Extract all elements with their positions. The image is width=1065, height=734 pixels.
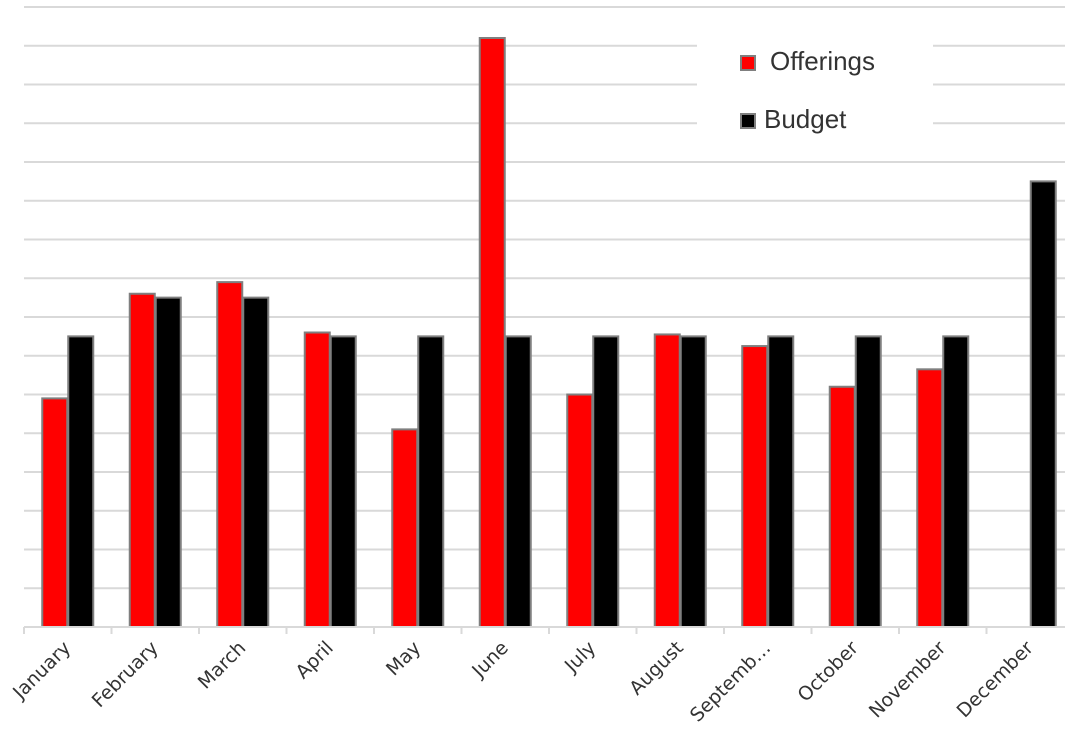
bar-budget-april: [329, 335, 357, 628]
legend-label-offerings: Offerings: [770, 46, 875, 76]
bar-offerings-july: [566, 393, 594, 628]
x-tick-label: February: [88, 637, 163, 712]
bar-budget-february: [154, 296, 182, 628]
bar-offerings-septemb: [741, 345, 769, 628]
bar-offerings-june: [478, 37, 506, 628]
bar-offerings-april: [303, 331, 331, 628]
bar-budget-november: [942, 335, 970, 628]
legend-swatch-budget: [740, 113, 756, 129]
x-axis: [23, 626, 1065, 634]
x-tick-label: April: [292, 637, 338, 683]
x-tick-label: January: [8, 637, 75, 704]
bar-offerings-october: [828, 385, 856, 628]
bar-budget-may: [417, 335, 445, 628]
bar-offerings-january: [41, 397, 69, 628]
x-tick-label: December: [953, 637, 1038, 722]
bar-budget-august: [679, 335, 707, 628]
legend: Offerings Budget: [697, 35, 933, 145]
bar-budget-july: [592, 335, 620, 628]
bars: [41, 37, 1057, 628]
bar-budget-septemb: [767, 335, 795, 628]
legend-label-budget: Budget: [764, 104, 847, 134]
x-tick-label: June: [467, 637, 513, 683]
x-tick-label: Septemb…: [686, 637, 775, 726]
legend-swatch-offerings: [740, 55, 756, 71]
x-tick-label: October: [793, 637, 862, 706]
x-tick-labels: January February March April May June July Augu…: [8, 637, 1038, 727]
bar-budget-march: [242, 296, 270, 628]
legend-background: [697, 35, 933, 145]
bar-budget-october: [854, 335, 882, 628]
x-tick-label: November: [865, 637, 951, 723]
bar-budget-january: [67, 335, 95, 628]
bar-budget-december: [1029, 180, 1057, 628]
bar-budget-june: [504, 335, 532, 628]
x-tick-label: March: [194, 637, 251, 694]
bar-offerings-november: [916, 368, 944, 628]
bar-offerings-february: [128, 292, 156, 628]
x-tick-label: August: [625, 637, 688, 700]
bar-offerings-march: [216, 281, 244, 628]
x-tick-label: July: [560, 637, 600, 677]
x-tick-label: May: [382, 637, 425, 680]
bar-offerings-august: [653, 333, 681, 628]
bar-offerings-may: [391, 428, 419, 628]
